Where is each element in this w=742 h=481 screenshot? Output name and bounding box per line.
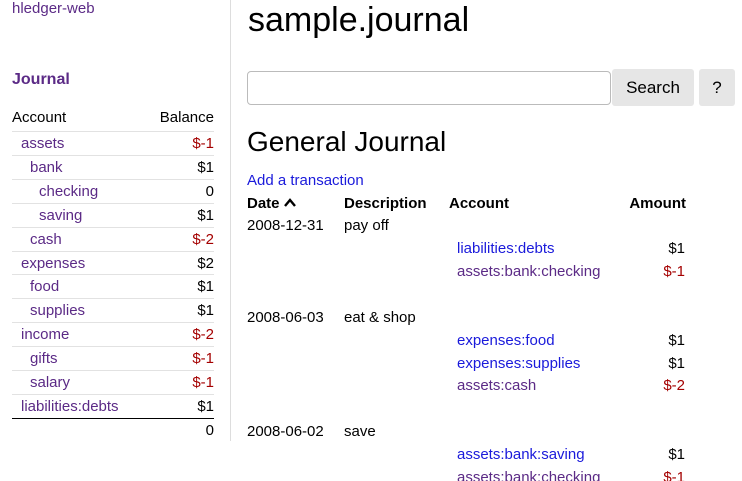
- column-header-text: Date: [247, 195, 280, 212]
- posting-amount: $1: [668, 332, 685, 349]
- date: 2008-12-31: [247, 217, 324, 234]
- balance-row: expenses $2: [12, 250, 214, 275]
- description: save: [344, 423, 376, 440]
- balance-row: saving $1: [12, 202, 214, 227]
- account-link[interactable]: supplies: [30, 302, 86, 320]
- account-link[interactable]: income: [21, 326, 70, 344]
- balance-row: income $-2: [12, 322, 214, 346]
- balance: $1: [197, 278, 214, 296]
- account-link[interactable]: bank: [30, 158, 63, 176]
- page-title: sample.journal: [248, 1, 470, 39]
- balance-row: food $1: [12, 274, 214, 298]
- balance: $1: [197, 206, 214, 224]
- balance-row: supplies $1: [12, 298, 214, 322]
- description: pay off: [344, 217, 389, 234]
- account-link[interactable]: cash: [30, 230, 62, 248]
- balance: $-1: [192, 350, 214, 368]
- posting-amount: $-1: [663, 468, 685, 481]
- search-button[interactable]: Search: [612, 69, 694, 106]
- account-link[interactable]: salary: [30, 374, 71, 391]
- balance: $1: [197, 397, 214, 415]
- column-header: Account: [449, 195, 509, 212]
- posting-amount: $-1: [663, 262, 685, 280]
- posting-amount: $1: [668, 446, 685, 463]
- posting-account[interactable]: assets:cash: [457, 377, 537, 395]
- posting-account[interactable]: assets:bank:checking: [457, 468, 601, 481]
- add-transaction-link[interactable]: Add a transaction: [247, 172, 364, 189]
- column-header: Account: [12, 109, 67, 126]
- account-link[interactable]: checking: [39, 182, 99, 200]
- account-link[interactable]: saving: [39, 206, 83, 224]
- sidebar: hledger-web Journal Account Balance asse…: [0, 0, 231, 441]
- date: 2008-06-03: [247, 309, 324, 326]
- total: 0: [205, 422, 214, 439]
- column-header: Balance: [159, 109, 214, 126]
- posting-amount: $-2: [663, 377, 685, 395]
- total-row: 0: [12, 418, 214, 442]
- balance: 0: [205, 182, 214, 200]
- account-link[interactable]: liabilities:debts: [21, 397, 119, 415]
- heading: General Journal: [247, 126, 447, 157]
- column-header[interactable]: Date: [247, 195, 296, 213]
- posting-account[interactable]: assets:bank:checking: [457, 262, 601, 280]
- balance-row: liabilities:debts $1: [12, 393, 214, 418]
- balance: $-2: [192, 230, 214, 248]
- balance: $-1: [192, 135, 214, 152]
- help-button[interactable]: ?: [699, 69, 735, 106]
- balance: $2: [197, 254, 214, 272]
- balance-row: salary $-1: [12, 370, 214, 394]
- posting-account[interactable]: expenses:supplies: [457, 354, 581, 372]
- posting-account[interactable]: assets:bank:saving: [457, 446, 585, 463]
- posting-amount: $1: [668, 354, 685, 372]
- balance-row: bank $1: [12, 154, 214, 179]
- posting-account[interactable]: expenses:food: [457, 332, 555, 349]
- date: 2008-06-02: [247, 423, 324, 440]
- sort-icon: [283, 198, 296, 207]
- balance: $-1: [192, 374, 214, 391]
- balance: $1: [197, 158, 214, 176]
- posting-account[interactable]: liabilities:debts: [457, 240, 555, 257]
- account-link[interactable]: expenses: [21, 254, 86, 272]
- balance-row: assets $-1: [12, 131, 214, 155]
- balance-row: checking 0: [12, 178, 214, 203]
- balance-row: cash $-2: [12, 226, 214, 251]
- column-header: Amount: [629, 195, 686, 212]
- app-link[interactable]: hledger-web: [12, 0, 95, 17]
- search-input[interactable]: [247, 71, 611, 105]
- account-link[interactable]: food: [30, 278, 60, 296]
- description: eat & shop: [344, 309, 416, 326]
- journal-link[interactable]: Journal: [12, 71, 70, 88]
- account-link[interactable]: gifts: [30, 350, 58, 368]
- account-link[interactable]: assets: [21, 135, 65, 152]
- balance: $1: [197, 302, 214, 320]
- column-header: Description: [344, 195, 427, 212]
- balance-row: gifts $-1: [12, 346, 214, 370]
- posting-amount: $1: [668, 240, 685, 257]
- balance: $-2: [192, 326, 214, 344]
